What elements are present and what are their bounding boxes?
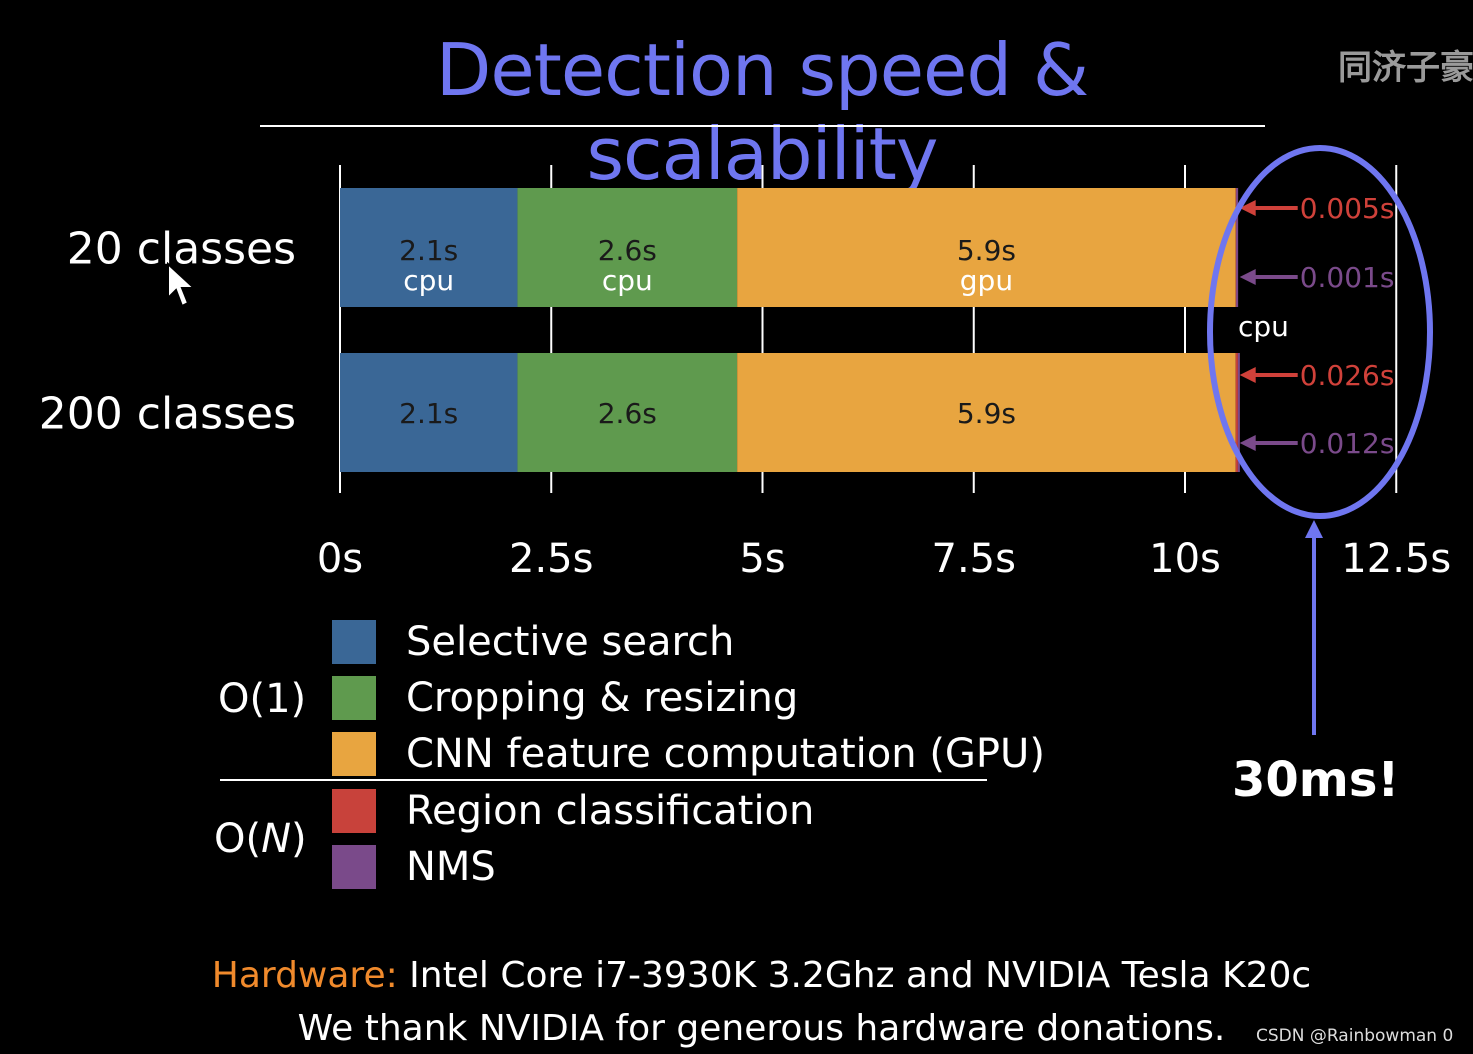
legend-item-selective-search: Selective search bbox=[332, 619, 735, 665]
annotation-value: 0.001s bbox=[1300, 261, 1395, 294]
title-divider bbox=[260, 125, 1265, 127]
hardware-label: Hardware: bbox=[211, 955, 398, 996]
annotation-arrowhead bbox=[1239, 435, 1256, 451]
footer-hardware: Hardware: Intel Core i7-3930K 3.2Ghz and… bbox=[0, 955, 1473, 996]
bar-segment-cropping-resizing bbox=[517, 353, 738, 472]
x-tick-label: 5s bbox=[739, 536, 785, 582]
highlight-ellipse bbox=[1207, 145, 1433, 519]
legend-divider bbox=[220, 779, 987, 781]
legend-item-cropping: Cropping & resizing bbox=[332, 675, 799, 721]
bar-segment-region-classification bbox=[1235, 353, 1238, 472]
credit: CSDN @Rainbowman 0 bbox=[1256, 1026, 1454, 1046]
bar-segment-cnn-feature-computation-gpu- bbox=[737, 188, 1236, 307]
bar-value-label: 2.1s bbox=[399, 234, 458, 267]
x-tick-label: 2.5s bbox=[509, 536, 593, 582]
legend-swatch bbox=[332, 789, 376, 833]
hardware-text: Intel Core i7-3930K 3.2Ghz and NVIDIA Te… bbox=[397, 955, 1312, 996]
cpu-annotation: cpu bbox=[1238, 310, 1289, 343]
legend-item-region-classification: Region classification bbox=[332, 788, 815, 834]
bar-segment-selective-search bbox=[340, 188, 518, 307]
bar-segment-selective-search bbox=[340, 353, 518, 472]
watermark: 同济子豪 bbox=[1338, 48, 1473, 88]
bar-sublabel: cpu bbox=[403, 264, 454, 297]
legend-label: Selective search bbox=[406, 619, 735, 665]
bar-segment-nms bbox=[1237, 353, 1240, 472]
category-label: 200 classes bbox=[39, 389, 296, 440]
legend-swatch bbox=[332, 845, 376, 889]
annotation-value: 0.012s bbox=[1300, 427, 1395, 460]
legend-label: Cropping & resizing bbox=[406, 675, 799, 721]
annotation-arrowhead bbox=[1239, 200, 1256, 216]
bar-value-label: 2.6s bbox=[598, 397, 657, 430]
highlight-30ms: 30ms! bbox=[1232, 752, 1400, 808]
footer-thanks: We thank NVIDIA for generous hardware do… bbox=[297, 1008, 1226, 1049]
legend-swatch bbox=[332, 732, 376, 776]
mouse-pointer-icon bbox=[167, 262, 197, 308]
bar-sublabel: cpu bbox=[602, 264, 653, 297]
bar-value-label: 5.9s bbox=[957, 234, 1016, 267]
bar-segment-cropping-resizing bbox=[517, 188, 738, 307]
bar-sublabel: gpu bbox=[960, 264, 1013, 297]
bar-value-label: 5.9s bbox=[957, 397, 1016, 430]
x-tick-label: 0s bbox=[317, 536, 363, 582]
legend-item-cnn: CNN feature computation (GPU) bbox=[332, 731, 1045, 777]
annotation-arrowhead bbox=[1239, 367, 1256, 383]
annotation-value: 0.005s bbox=[1300, 192, 1395, 225]
x-tick-label: 7.5s bbox=[932, 536, 1016, 582]
legend-swatch bbox=[332, 620, 376, 664]
bar-segment-nms bbox=[1236, 188, 1239, 307]
legend-swatch bbox=[332, 676, 376, 720]
bar-value-label: 2.6s bbox=[598, 234, 657, 267]
category-label: 20 classes bbox=[67, 224, 296, 275]
legend-label: CNN feature computation (GPU) bbox=[406, 731, 1045, 777]
legend-group-on-label: O(N) bbox=[214, 816, 307, 862]
annotation-arrowhead bbox=[1239, 269, 1256, 285]
highlight-pointer-arrowhead bbox=[1305, 520, 1323, 538]
legend-group-o1-label: O(1) bbox=[218, 676, 307, 722]
legend-label: NMS bbox=[406, 844, 496, 890]
x-tick-label: 10s bbox=[1149, 536, 1221, 582]
annotation-value: 0.026s bbox=[1300, 359, 1395, 392]
x-tick-label: 12.5s bbox=[1341, 536, 1451, 582]
legend-label: Region classification bbox=[406, 788, 815, 834]
bar-segment-cnn-feature-computation-gpu- bbox=[737, 353, 1236, 472]
legend-item-nms: NMS bbox=[332, 844, 496, 890]
bar-value-label: 2.1s bbox=[399, 397, 458, 430]
